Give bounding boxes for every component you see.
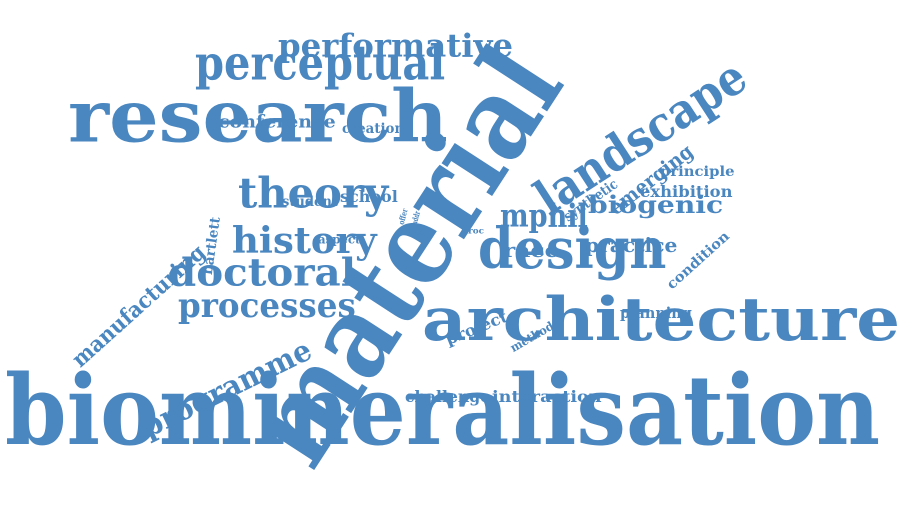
word-principle: principle — [660, 163, 735, 180]
word-challenge: challenge — [405, 387, 491, 407]
word-architecture: architecture — [422, 285, 900, 355]
word-research: research — [68, 73, 448, 159]
word-planning: planning — [620, 304, 692, 322]
word-creation: creation — [342, 120, 405, 137]
word-processes: processes — [178, 285, 356, 326]
word-proc: proc — [462, 225, 485, 236]
word-biogenic: biogenic — [588, 189, 724, 219]
word-biomineralisation: biomineralisation — [5, 354, 881, 468]
word-aspect: aspect — [318, 232, 361, 247]
word-student: student — [282, 193, 338, 210]
word-theory: theory — [238, 168, 389, 218]
word-history: history — [232, 220, 377, 263]
word-design: design — [478, 216, 667, 283]
word-mphil: mphil — [500, 196, 588, 235]
word-doctoral: doctoral — [168, 249, 357, 295]
word-performative: performative — [278, 26, 514, 65]
word-route: route — [398, 227, 425, 238]
word-conference: conference — [218, 111, 336, 133]
word-interaction: interaction — [492, 387, 602, 407]
word-perceptual: perceptual — [195, 35, 446, 92]
word-race: race — [503, 238, 560, 262]
word-exhibition: exhibition — [640, 182, 733, 202]
word-practice: practice — [585, 233, 678, 257]
word-school: school — [340, 187, 398, 207]
